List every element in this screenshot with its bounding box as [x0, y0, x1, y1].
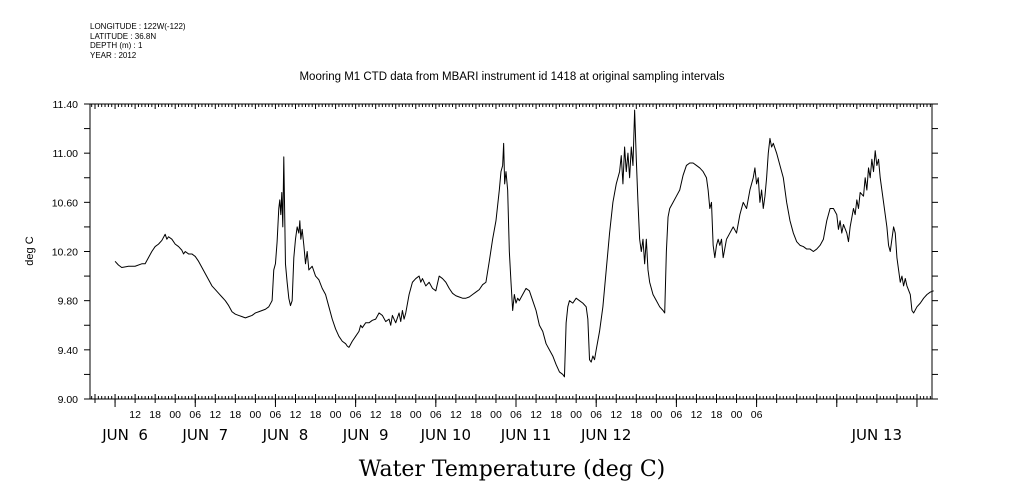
hour-tick-label: 06 [751, 409, 763, 421]
longitude-label: LONGITUDE : 122W(-122) [90, 22, 186, 31]
hour-tick-label: 00 [169, 409, 181, 421]
hour-tick-label: 18 [630, 409, 642, 421]
series-group [114, 109, 934, 378]
day-label: JUN 12 [580, 426, 631, 444]
y-tick-label: 10.60 [52, 197, 78, 209]
hour-tick-label: 12 [209, 409, 221, 421]
hour-tick-label: 18 [550, 409, 562, 421]
hour-tick-label: 12 [129, 409, 141, 421]
depth-label: DEPTH (m) : 1 [90, 41, 143, 50]
hour-tick-label: 00 [250, 409, 262, 421]
y-tick-label: 11.00 [53, 148, 79, 160]
day-label: JUN 7 [181, 426, 228, 444]
series-line-1 [726, 137, 934, 314]
day-label: JUN 9 [342, 426, 389, 444]
y-tick-label: 10.20 [52, 247, 78, 259]
hour-tick-label: 18 [149, 409, 161, 421]
hour-tick-label: 18 [230, 409, 242, 421]
hour-tick-label: 00 [651, 409, 663, 421]
metadata-block: LONGITUDE : 122W(-122) LATITUDE : 36.8N … [90, 22, 186, 60]
chart-title: Mooring M1 CTD data from MBARI instrumen… [299, 71, 724, 83]
plot-frame [89, 103, 933, 400]
series-line-0 [114, 109, 728, 378]
day-labels: JUN 6 JUN 7 JUN 8 JUN 9 JUN 10 JUN 11 JUN 12 JU… [101, 426, 902, 444]
hour-tick-label: 18 [470, 409, 482, 421]
hour-tick-label: 12 [610, 409, 622, 421]
hour-tick-label: 00 [410, 409, 422, 421]
day-label: JUN 6 [101, 426, 148, 444]
hour-tick-label: 00 [330, 409, 342, 421]
hour-tick-label: 12 [530, 409, 542, 421]
y-tick-label: 11.40 [53, 99, 79, 111]
y-tick-label: 9.40 [58, 345, 79, 357]
hour-tick-label: 00 [731, 409, 743, 421]
hour-tick-label: 06 [189, 409, 201, 421]
y-tick-label: 9.00 [58, 394, 79, 406]
latitude-label: LATITUDE : 36.8N [90, 31, 157, 41]
hour-tick-label: 06 [350, 409, 362, 421]
axis-ticks [84, 103, 938, 407]
hour-tick-label: 06 [671, 409, 683, 421]
day-label: JUN 8 [262, 426, 309, 444]
hour-tick-label: 18 [310, 409, 322, 421]
hour-tick-label: 18 [711, 409, 723, 421]
hour-tick-label: 18 [390, 409, 402, 421]
hour-tick-label: 06 [510, 409, 522, 421]
hour-tick-label: 12 [290, 409, 302, 421]
day-label: JUN 10 [420, 426, 471, 444]
hour-tick-label: 12 [691, 409, 703, 421]
hour-tick-label: 06 [270, 409, 282, 421]
hour-tick-labels: 12 18 00 06 12 18 00 06 12 18 00 06 12 18 00 06 12 18 00 06… [129, 409, 762, 421]
hour-tick-label: 12 [450, 409, 462, 421]
hour-tick-label: 00 [490, 409, 502, 421]
year-label: YEAR : 2012 [90, 50, 137, 60]
day-label: JUN 11 [500, 426, 551, 444]
y-axis-label: deg C [24, 236, 36, 265]
y-tick-labels: 9.00 9.40 9.80 10.20 10.60 11.00 11.40 [52, 99, 78, 406]
hour-tick-label: 12 [370, 409, 382, 421]
hour-tick-label: 00 [570, 409, 582, 421]
day-label: JUN 13 [851, 426, 902, 444]
x-axis-label: Water Temperature (deg C) [359, 457, 666, 482]
y-tick-label: 9.80 [58, 296, 79, 308]
hour-tick-label: 06 [590, 409, 602, 421]
hour-tick-label: 06 [430, 409, 442, 421]
